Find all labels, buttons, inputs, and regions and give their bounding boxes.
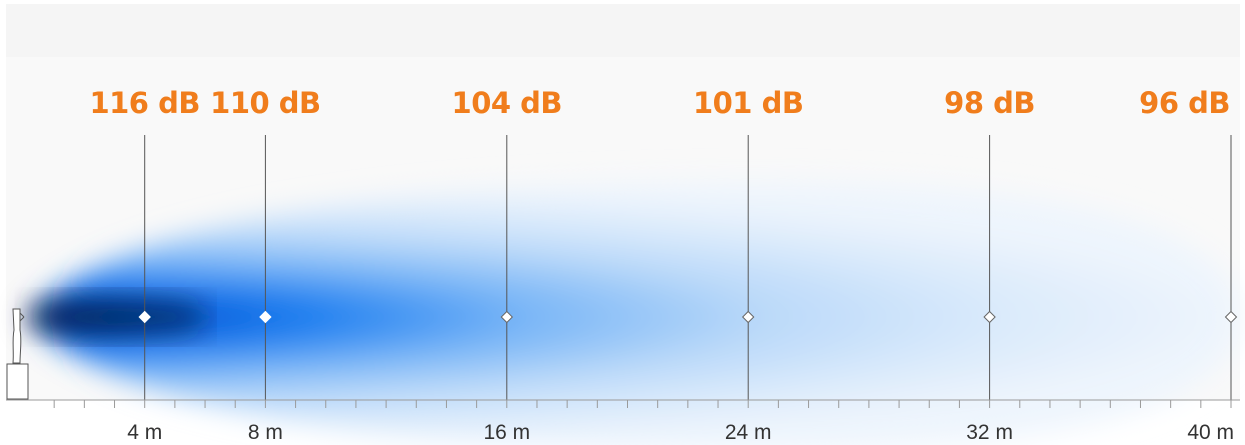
axis-tick-label: 16 m [483,421,530,444]
level-label: 101 dB [693,86,804,120]
marker-point [259,310,272,324]
marker-point [741,310,755,324]
axis-tick-label: 40 m [1187,421,1234,444]
marker-point [1224,310,1238,324]
loudspeaker-icon [6,308,29,400]
level-label: 98 dB [944,86,1035,120]
distance-axis: 4 m 8 m 16 m 24 m 32 m 40 m [6,399,1240,444]
sound-beam [26,182,1240,445]
axis-tick-label: 4 m [127,421,162,444]
axis-tick-label: 32 m [966,421,1013,444]
marker-point [983,310,996,324]
level-label: 104 dB [452,86,563,120]
axis-tick-label: 24 m [725,421,772,444]
beam-core [24,298,208,336]
measurement-markers: 116 dB 110 dB 104 dB 101 dB 98 dB 96 dB [89,86,1238,400]
marker-point [500,310,514,324]
axis-tick-label: 8 m [248,421,283,444]
level-label: 116 dB [89,86,200,120]
level-label: 96 dB [1139,86,1230,120]
header-panel [6,4,1240,57]
level-label: 110 dB [210,86,321,120]
marker-point [138,310,151,324]
